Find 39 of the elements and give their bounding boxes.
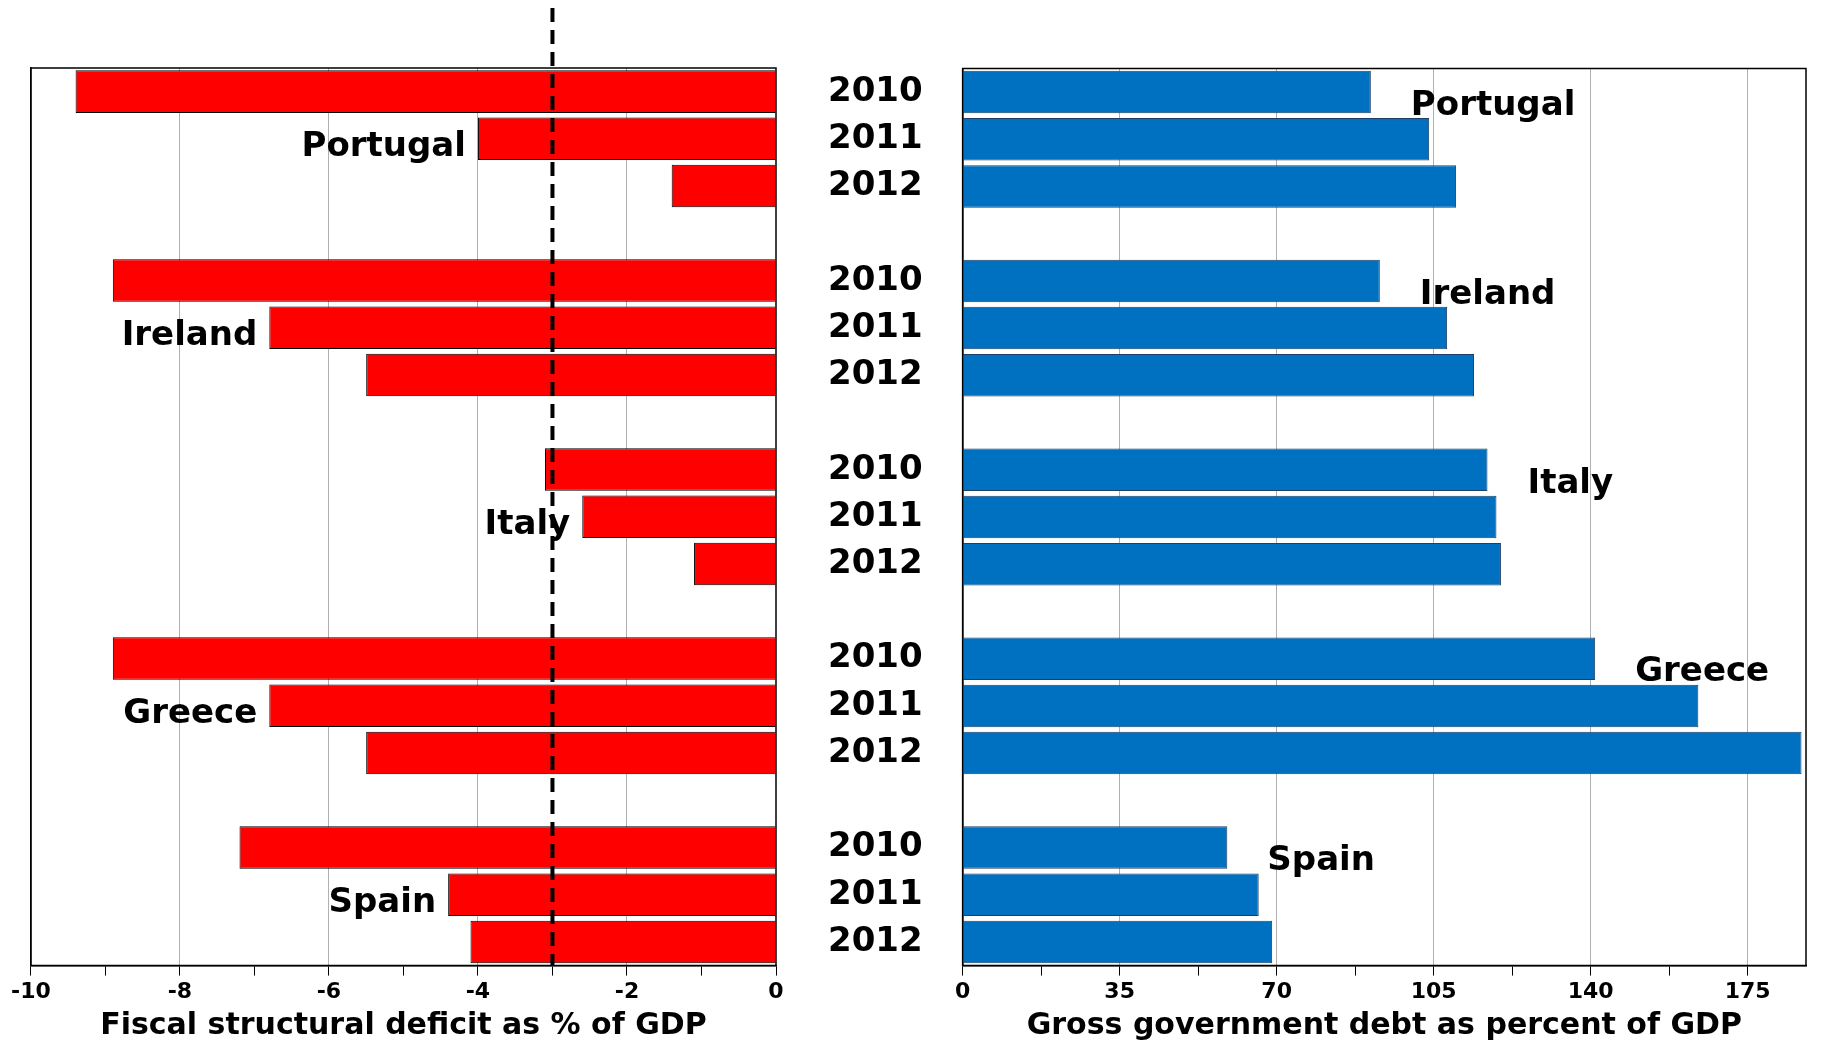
y-tick-label: 2011 bbox=[827, 493, 923, 534]
y-tick-label: 2012 bbox=[827, 541, 923, 582]
annotation: Portugal bbox=[301, 123, 466, 164]
y-tick-label: 2010 bbox=[827, 257, 923, 298]
annotation: Ireland bbox=[1419, 271, 1556, 312]
y-tick-label: 2010 bbox=[827, 824, 923, 865]
annotation: Portugal bbox=[1410, 82, 1576, 123]
annotation: Spain bbox=[1267, 838, 1375, 879]
y-tick-label: 2010 bbox=[827, 635, 923, 676]
annotation: Greece bbox=[123, 690, 258, 731]
x-tick-label: 35 bbox=[1104, 977, 1135, 1003]
y-tick-label: 2011 bbox=[827, 304, 923, 345]
x-tick-label: -2 bbox=[614, 977, 640, 1003]
y-tick-label: 2011 bbox=[827, 116, 923, 157]
annotation: Greece bbox=[1635, 649, 1770, 690]
annotation: Spain bbox=[328, 879, 437, 920]
annotation: Italy bbox=[484, 501, 571, 542]
y-tick-label: 2010 bbox=[827, 68, 923, 109]
x-tick-label: -4 bbox=[465, 977, 491, 1003]
annotation: Italy bbox=[1527, 460, 1614, 501]
x-axis-title: Gross government debt as percent of GDP bbox=[1026, 1005, 1742, 1041]
x-tick-label: 0 bbox=[954, 977, 971, 1003]
x-tick-label: -8 bbox=[167, 977, 193, 1003]
x-tick-label: -10 bbox=[11, 977, 51, 1003]
x-axis-title: Fiscal structural deficit as % of GDP bbox=[100, 1005, 707, 1041]
x-tick-label: 0 bbox=[768, 977, 784, 1003]
x-tick-label: 105 bbox=[1410, 977, 1457, 1003]
y-tick-label: 2012 bbox=[827, 918, 923, 959]
y-tick-label: 2012 bbox=[827, 352, 923, 393]
y-tick-label: 2011 bbox=[827, 682, 923, 723]
y-tick-label: 2010 bbox=[827, 446, 923, 487]
x-tick-label: 70 bbox=[1261, 977, 1292, 1003]
x-tick-label: 140 bbox=[1567, 977, 1614, 1003]
y-tick-label: 2012 bbox=[827, 729, 923, 770]
y-tick-label: 2012 bbox=[827, 163, 923, 204]
y-tick-label: 2011 bbox=[827, 871, 923, 912]
x-tick-label: 175 bbox=[1724, 977, 1771, 1003]
x-tick-label: -6 bbox=[316, 977, 342, 1003]
annotation: Ireland bbox=[121, 312, 258, 353]
